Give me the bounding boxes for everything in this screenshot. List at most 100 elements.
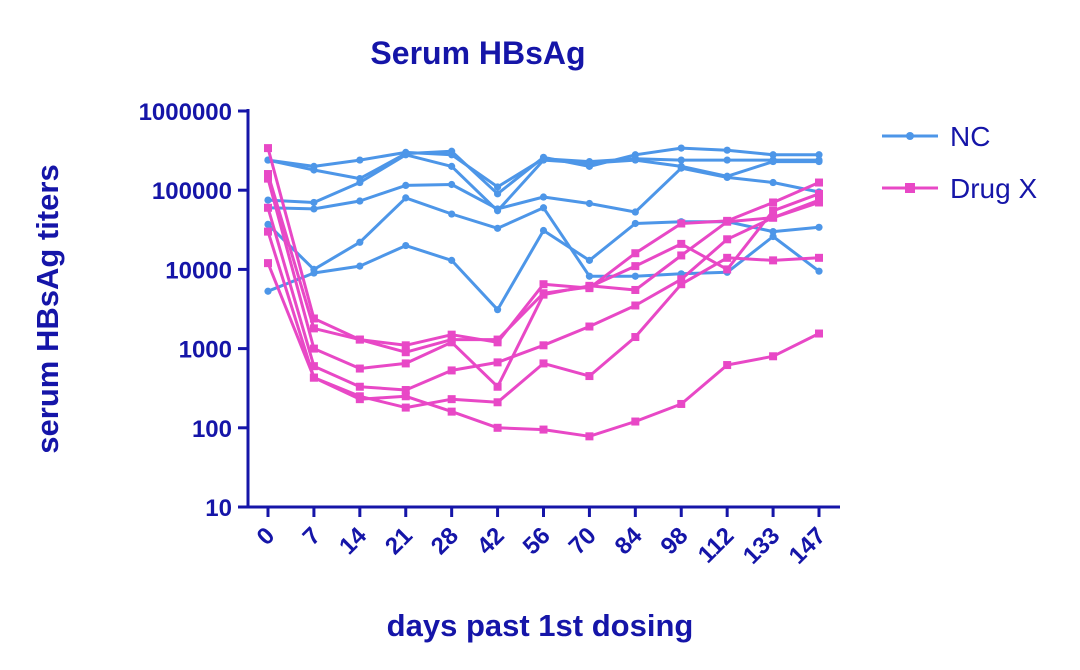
- data-point: [769, 206, 778, 215]
- data-point: [677, 219, 686, 228]
- data-point: [631, 333, 640, 342]
- legend-label: Drug X: [950, 173, 1037, 204]
- series-line: [266, 262, 820, 438]
- data-point: [585, 256, 594, 264]
- data-point: [539, 204, 548, 212]
- x-tick-label: 42: [472, 522, 510, 560]
- data-point: [493, 398, 502, 407]
- data-point: [356, 238, 364, 246]
- data-point: [769, 198, 778, 207]
- data-point: [815, 253, 823, 262]
- chart-title: Serum HBsAg: [370, 35, 585, 71]
- series-line: [266, 173, 820, 354]
- data-point: [310, 205, 318, 213]
- data-point: [447, 366, 456, 375]
- data-point: [815, 329, 823, 338]
- data-point: [815, 198, 823, 207]
- data-point: [309, 324, 318, 333]
- data-point: [677, 144, 685, 152]
- data-point: [585, 322, 594, 331]
- data-point: [448, 162, 456, 170]
- data-point: [401, 403, 410, 412]
- data-point: [448, 256, 456, 264]
- series-layer: [264, 144, 823, 441]
- data-point: [815, 267, 823, 275]
- data-point: [447, 407, 456, 416]
- x-tick-label: 0: [252, 522, 281, 551]
- x-tick-label: 21: [380, 522, 418, 560]
- data-point: [493, 358, 502, 367]
- data-point: [448, 210, 456, 218]
- data-point: [723, 235, 732, 244]
- data-point: [493, 190, 502, 198]
- y-tick-label: 1000: [179, 337, 232, 364]
- data-point: [310, 269, 318, 277]
- data-point: [815, 223, 823, 231]
- data-point: [264, 287, 272, 295]
- data-point: [309, 373, 318, 382]
- data-point: [355, 364, 364, 373]
- data-point: [815, 151, 823, 159]
- data-point: [264, 144, 272, 153]
- data-point: [539, 425, 548, 434]
- data-point: [447, 395, 456, 404]
- data-point: [401, 348, 410, 357]
- data-point: [447, 338, 456, 347]
- x-tick-label: 84: [610, 522, 648, 560]
- data-point: [401, 386, 410, 395]
- data-point: [493, 335, 502, 344]
- data-point: [723, 361, 732, 370]
- data-point: [539, 280, 548, 289]
- data-point: [723, 146, 731, 154]
- data-point: [539, 359, 548, 368]
- data-point: [769, 151, 777, 159]
- legend-marker: [906, 132, 914, 140]
- data-point: [815, 178, 823, 187]
- x-tick-label: 98: [656, 522, 694, 560]
- data-point: [585, 272, 594, 280]
- data-point: [677, 280, 686, 289]
- data-point: [539, 290, 548, 299]
- data-point: [356, 156, 364, 164]
- data-point: [769, 256, 778, 265]
- data-point: [401, 359, 410, 368]
- data-point: [539, 341, 548, 350]
- data-point: [264, 227, 272, 236]
- data-point: [539, 156, 548, 164]
- data-point: [677, 239, 686, 248]
- y-tick-label: 10: [205, 495, 232, 522]
- data-point: [631, 272, 639, 280]
- x-tick-label: 7: [298, 522, 327, 551]
- data-point: [493, 382, 502, 391]
- data-point: [493, 205, 502, 213]
- data-point: [631, 262, 640, 271]
- data-point: [631, 249, 640, 258]
- data-point: [539, 226, 548, 235]
- data-point: [631, 417, 640, 426]
- data-point: [585, 281, 594, 290]
- data-point: [447, 330, 456, 339]
- data-point: [448, 147, 456, 155]
- data-point: [631, 301, 640, 310]
- data-point: [769, 228, 777, 236]
- data-point: [769, 213, 778, 222]
- legend: NC Drug X: [882, 121, 1037, 204]
- data-point: [402, 151, 410, 159]
- data-point: [723, 217, 732, 226]
- data-point: [355, 382, 364, 391]
- x-tick-label: 56: [518, 522, 556, 560]
- y-axis-label: serum HBsAg titers: [30, 164, 65, 453]
- data-point: [585, 199, 594, 208]
- y-tick-label: 1000000: [139, 99, 232, 126]
- data-point: [402, 181, 410, 189]
- data-point: [723, 173, 731, 182]
- series-group-2: [264, 144, 823, 441]
- x-tick-label: 70: [564, 522, 602, 560]
- data-point: [677, 251, 686, 260]
- data-point: [264, 220, 272, 228]
- x-tick-label: 28: [426, 522, 464, 560]
- legend-label: NC: [950, 121, 990, 152]
- data-point: [264, 174, 272, 183]
- data-point: [631, 285, 640, 294]
- data-point: [401, 341, 410, 350]
